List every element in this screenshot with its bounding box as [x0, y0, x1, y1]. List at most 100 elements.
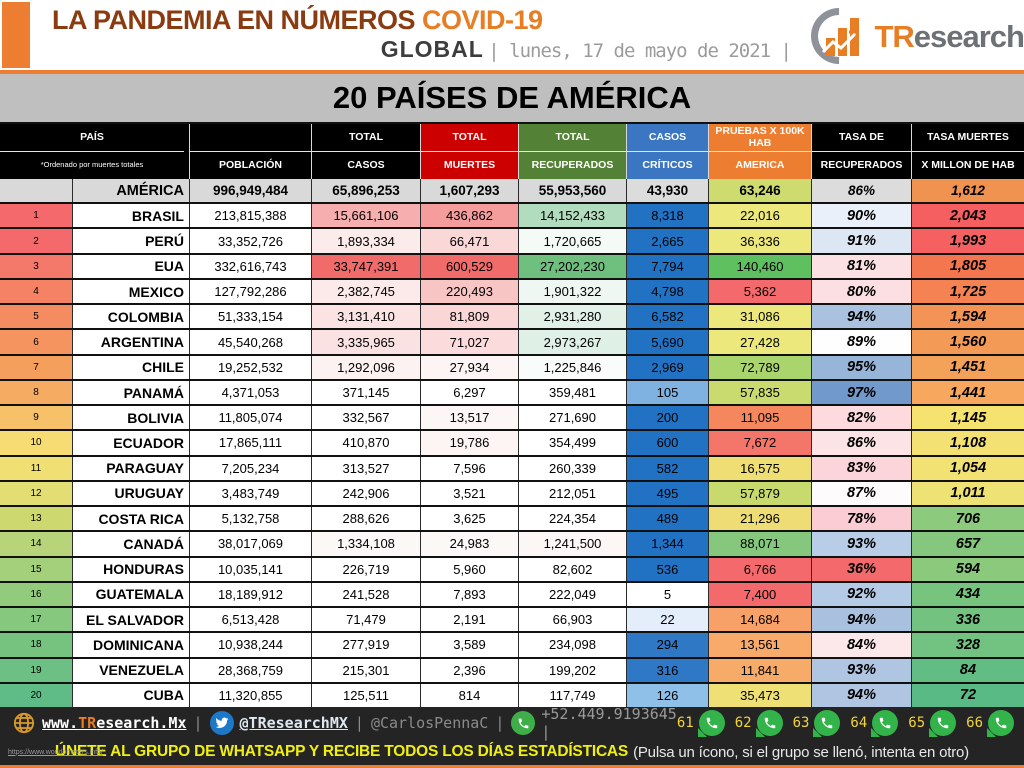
row-country: ECUADOR [73, 431, 190, 455]
cell-total-casos: 3,131,410 [312, 305, 421, 329]
row-rank: 13 [0, 507, 73, 531]
cell-tasa-recuperados: 94% [812, 608, 912, 632]
logo-chart-icon [799, 0, 879, 76]
whatsapp-group[interactable]: 62 [734, 710, 783, 737]
twitter-handle-link[interactable]: @TResearchMX [239, 714, 348, 732]
whatsapp-icon[interactable] [871, 710, 899, 737]
row-country: PARAGUAY [73, 456, 190, 480]
whatsapp-icon[interactable] [929, 710, 957, 737]
cell-pruebas: 7,400 [709, 582, 812, 607]
cell-poblacion: 19,252,532 [190, 355, 312, 379]
row-rank: 3 [0, 254, 73, 278]
row-rank: 4 [0, 279, 73, 304]
cell-total-muertes: 71,027 [421, 330, 519, 354]
row-rank: 15 [0, 557, 73, 581]
cell-poblacion: 51,333,154 [190, 305, 312, 329]
whatsapp-icon[interactable] [755, 710, 783, 737]
column-header-top: TOTAL [312, 124, 420, 152]
tresearch-logo: TResearch [799, 0, 1024, 76]
top-header: LA PANDEMIA EN NÚMEROS COVID-19 GLOBAL |… [0, 0, 1024, 76]
row-country: VENEZUELA [73, 658, 190, 682]
table-row: 1 BRASIL 213,815,388 15,661,106 436,862 … [0, 204, 1024, 228]
phone-number: +52.449.9193645 | [541, 705, 677, 741]
cell-casos-criticos: 105 [627, 380, 709, 405]
cta-note: (Pulsa un ícono, si el grupo se llenó, i… [633, 743, 969, 761]
whatsapp-icon[interactable] [987, 710, 1014, 737]
whatsapp-group[interactable]: 64 [850, 710, 899, 737]
whatsapp-icon[interactable] [697, 710, 725, 737]
cell-tasa-recuperados: 84% [812, 633, 912, 657]
cell-total-casos: 277,919 [312, 633, 421, 657]
cell-tasa-recuperados: 87% [812, 481, 912, 506]
cell-poblacion: 18,189,912 [190, 582, 312, 607]
cell-total-muertes: 7,596 [421, 456, 519, 480]
cell-pruebas: 72,789 [709, 355, 812, 379]
cell-casos-criticos: 5,690 [627, 330, 709, 354]
cell-pruebas: 63,246 [709, 179, 812, 203]
second-twitter-handle: @CarlosPennaC [370, 714, 489, 732]
cell-total-muertes: 5,960 [421, 557, 519, 581]
cell-pruebas: 16,575 [709, 456, 812, 480]
row-rank: 7 [0, 355, 73, 379]
cell-pruebas: 5,362 [709, 279, 812, 304]
cell-casos-criticos: 294 [627, 633, 709, 657]
row-country: HONDURAS [73, 557, 190, 581]
whatsapp-group[interactable]: 66 [966, 710, 1014, 737]
globe-icon [12, 711, 36, 735]
row-rank: 10 [0, 431, 73, 455]
cell-total-muertes: 6,297 [421, 380, 519, 405]
cell-total-recuperados: 2,931,280 [519, 305, 627, 329]
row-rank: 11 [0, 456, 73, 480]
cell-tasa-recuperados: 86% [812, 431, 912, 455]
cell-tasa-recuperados: 93% [812, 658, 912, 682]
whatsapp-group-number: 63 [792, 715, 810, 731]
cell-poblacion: 4,371,053 [190, 380, 312, 405]
table-row: 3 EUA 332,616,743 33,747,391 600,529 27,… [0, 254, 1024, 278]
cell-poblacion: 17,865,111 [190, 431, 312, 455]
column-header-muertes: TOTAL MUERTES [421, 124, 519, 179]
row-rank: 5 [0, 305, 73, 329]
whatsapp-groups: 61 62 63 64 65 66 [677, 710, 1014, 737]
row-rank: 9 [0, 406, 73, 430]
cell-tasa-muertes: 336 [912, 608, 1024, 632]
cell-total-muertes: 220,493 [421, 279, 519, 304]
cell-tasa-recuperados: 95% [812, 355, 912, 379]
whatsapp-group[interactable]: 65 [908, 710, 957, 737]
cell-pruebas: 35,473 [709, 683, 812, 707]
cell-casos-criticos: 1,344 [627, 532, 709, 556]
row-country: AMÉRICA [73, 179, 190, 203]
column-header-poblacion: POBLACIÓN [190, 124, 312, 179]
cell-total-casos: 332,567 [312, 406, 421, 430]
column-header-casos: TOTAL CASOS [312, 124, 421, 179]
cell-tasa-recuperados: 94% [812, 305, 912, 329]
table-row: 20 CUBA 11,320,855 125,511 814 117,749 1… [0, 683, 1024, 707]
cell-tasa-recuperados: 86% [812, 179, 912, 203]
whatsapp-group[interactable]: 61 [677, 710, 725, 737]
row-rank: 16 [0, 582, 73, 607]
column-header-tasa-recuperados: TASA DE RECUPERADOS [812, 124, 912, 179]
row-country: ARGENTINA [73, 330, 190, 354]
website-link[interactable]: www.TResearch.Mx [42, 714, 187, 732]
whatsapp-group-number: 62 [734, 715, 752, 731]
cell-poblacion: 7,205,234 [190, 456, 312, 480]
cell-total-muertes: 13,517 [421, 406, 519, 430]
source-url-link[interactable]: https://www.worldometers.info/ [8, 748, 103, 756]
separator: | [495, 714, 505, 732]
contact-bar: www.TResearch.Mx | @TResearchMX | @Carlo… [0, 705, 1024, 741]
cell-tasa-muertes: 1,725 [912, 279, 1024, 304]
table-row: 11 PARAGUAY 7,205,234 313,527 7,596 260,… [0, 456, 1024, 480]
cell-total-muertes: 81,809 [421, 305, 519, 329]
phone-icon [511, 711, 536, 735]
table-row: 9 BOLIVIA 11,805,074 332,567 13,517 271,… [0, 406, 1024, 430]
logo-trend-line-icon [821, 30, 859, 54]
cell-total-recuperados: 359,481 [519, 380, 627, 405]
row-country: CHILE [73, 355, 190, 379]
twitter-icon[interactable] [209, 711, 234, 735]
cell-tasa-muertes: 434 [912, 582, 1024, 607]
cell-pruebas: 11,095 [709, 406, 812, 430]
whatsapp-group[interactable]: 63 [792, 710, 841, 737]
cell-tasa-muertes: 1,011 [912, 481, 1024, 506]
whatsapp-icon[interactable] [813, 710, 841, 737]
cell-total-casos: 313,527 [312, 456, 421, 480]
row-country: DOMINICANA [73, 633, 190, 657]
